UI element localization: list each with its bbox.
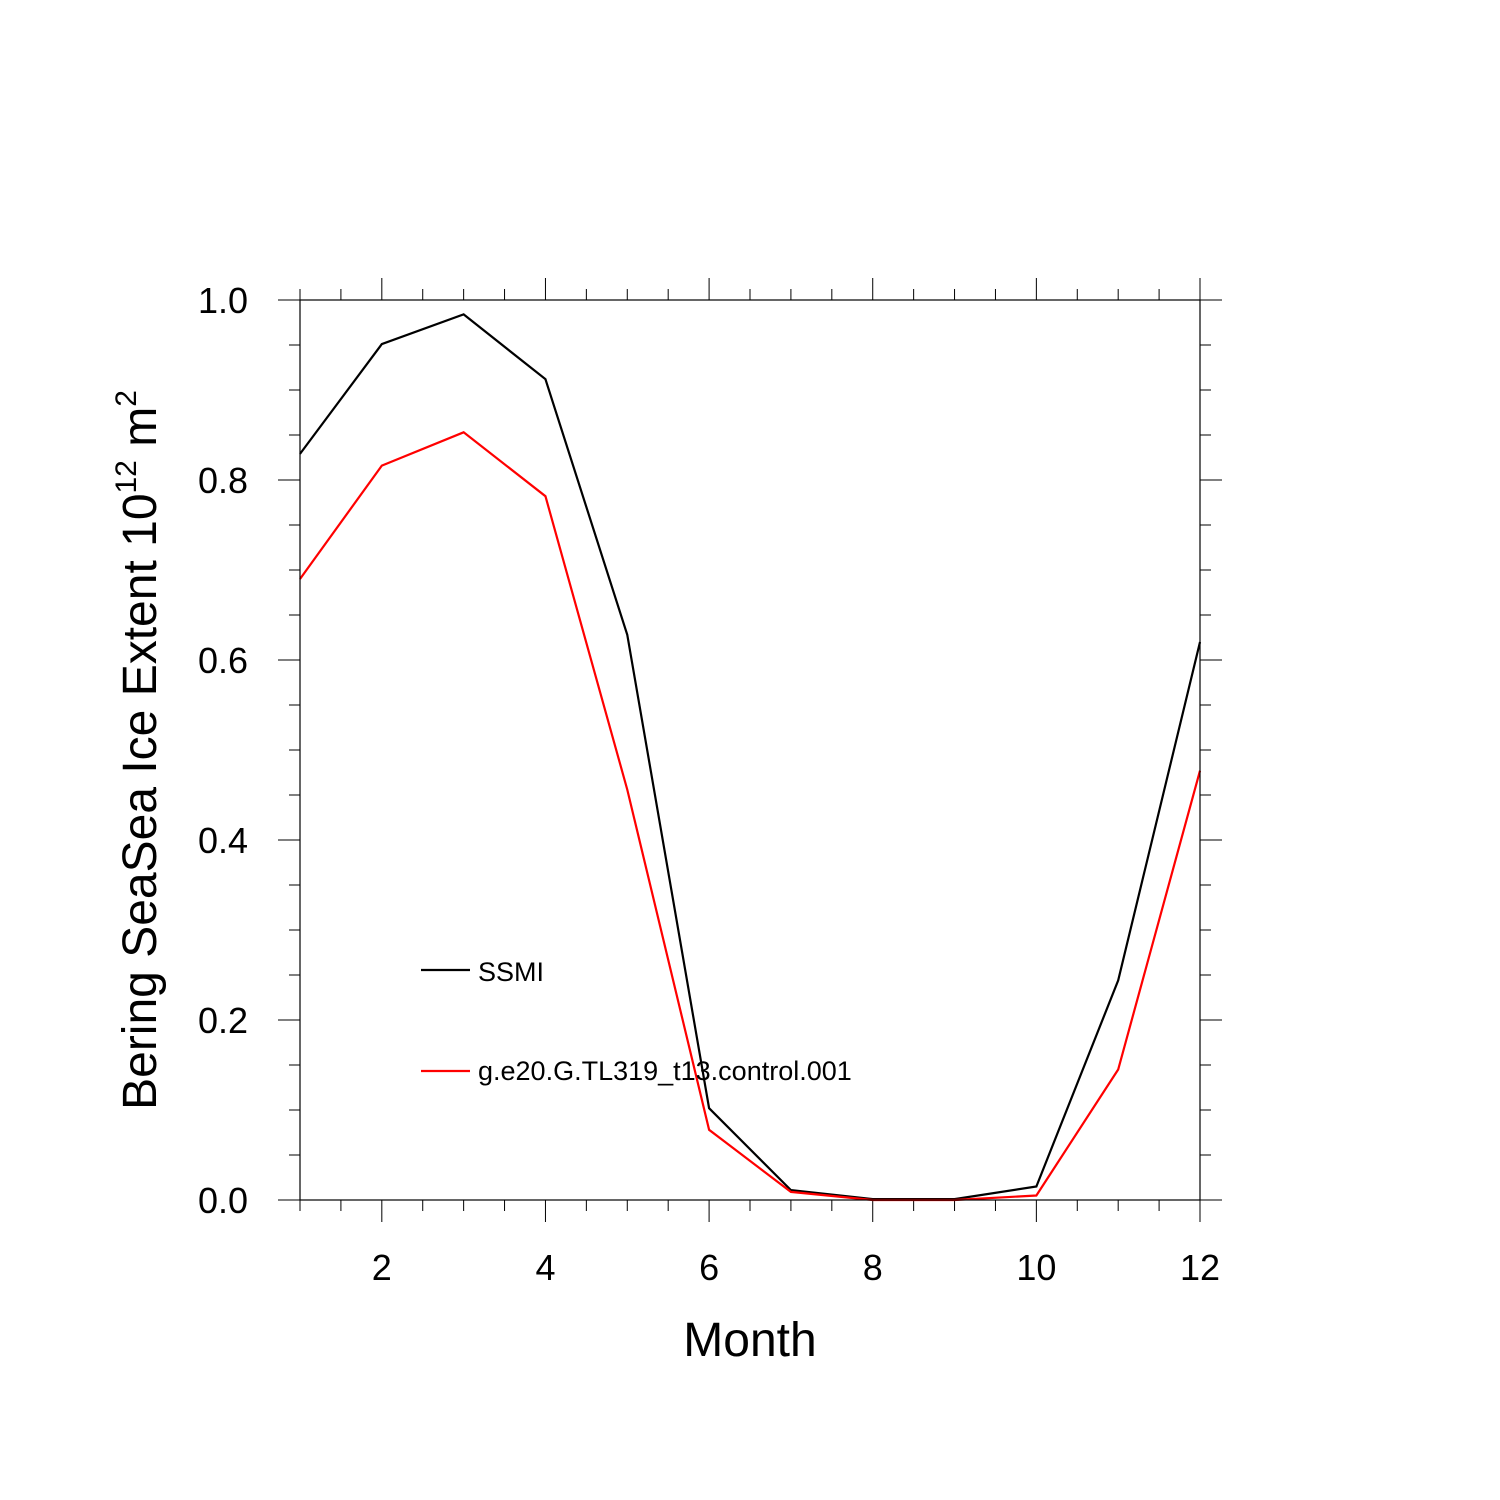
legend-item-model: g.e20.G.TL319_t13.control.001 xyxy=(421,1056,852,1086)
y-tick-label: 0.8 xyxy=(198,460,248,501)
y-axis-label-unit: m xyxy=(114,407,167,460)
x-tick-label: 8 xyxy=(863,1247,883,1288)
x-tick-label: 12 xyxy=(1180,1247,1220,1288)
y-axis-label-unit-exponent: 2 xyxy=(110,390,143,407)
x-tick-label: 2 xyxy=(372,1247,392,1288)
y-axis-label: Bering SeaSea Ice Extent 1012 m2 xyxy=(110,390,167,1110)
x-tick-label: 6 xyxy=(699,1247,719,1288)
tick-label-layer: 2 4 6 8 10 12 0.0 0.2 0.4 0.6 0.8 1.0 xyxy=(198,280,1220,1288)
y-tick-label: 0.2 xyxy=(198,1000,248,1041)
series-layer xyxy=(299,313,1202,1202)
y-tick-label: 0.6 xyxy=(198,640,248,681)
x-axis-label: Month xyxy=(683,1314,816,1367)
ticks-layer xyxy=(278,278,1222,1222)
y-tick-label: 0.0 xyxy=(198,1180,248,1221)
legend-label-ssmi: SSMI xyxy=(478,957,544,987)
y-axis-label-base: Bering SeaSea Ice Extent 10 xyxy=(114,493,167,1109)
series-line-model xyxy=(299,431,1202,1202)
y-tick-label: 1.0 xyxy=(198,280,248,321)
legend: SSMI g.e20.G.TL319_t13.control.001 xyxy=(421,957,852,1086)
y-tick-label: 0.4 xyxy=(198,820,248,861)
y-axis-label-exponent: 12 xyxy=(110,460,143,493)
x-tick-label: 4 xyxy=(535,1247,555,1288)
x-tick-label: 10 xyxy=(1016,1247,1056,1288)
legend-item-ssmi: SSMI xyxy=(421,957,544,987)
plot-frame xyxy=(299,299,1201,1201)
series-line-ssmi xyxy=(299,313,1202,1201)
legend-label-model: g.e20.G.TL319_t13.control.001 xyxy=(478,1056,852,1086)
